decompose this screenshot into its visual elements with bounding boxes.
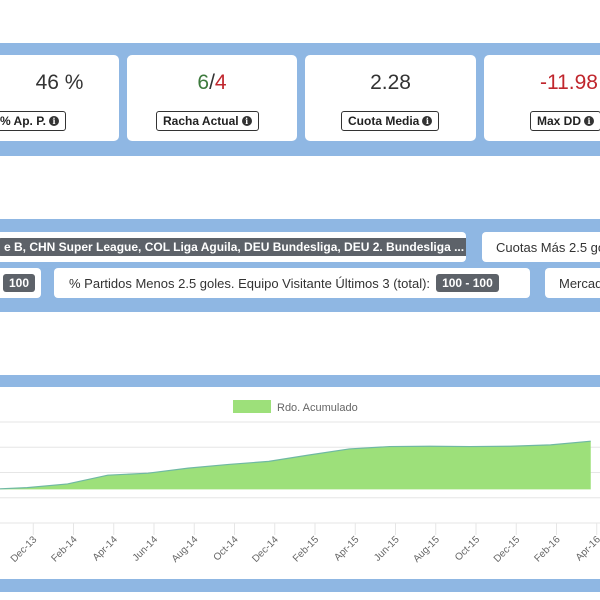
x-tick-label: Feb-14 <box>49 534 79 564</box>
series-line-rdo-acumulado <box>0 440 591 490</box>
x-tick-label: Dec-15 <box>492 534 523 565</box>
stat-card-success-rate: 46 % % Ap. P. i <box>0 55 119 141</box>
stat-card-max-drawdown: -11.98 Max DD i <box>484 55 600 141</box>
x-tick-label: Jun-14 <box>131 534 161 564</box>
chart-legend[interactable]: Rdo. Acumulado <box>233 400 358 414</box>
visitor-under-filter[interactable]: % Partidos Menos 2.5 goles. Equipo Visit… <box>54 268 530 298</box>
x-tick-label: Feb-15 <box>291 534 321 564</box>
stat-value: 6/4 <box>127 71 297 95</box>
legend-swatch <box>233 400 271 413</box>
stat-value: 46 % <box>0 71 119 95</box>
x-tick-label: Dec-13 <box>9 534 40 565</box>
info-icon[interactable]: i <box>241 116 252 126</box>
info-icon[interactable]: i <box>584 116 595 126</box>
stat-card-average-odds: 2.28 Cuota Media i <box>305 55 476 141</box>
x-tick-label: Aug-15 <box>411 534 442 565</box>
x-tick-label: Apr-15 <box>332 534 361 563</box>
stat-value: -11.98 <box>540 71 598 95</box>
leagues-filter[interactable]: e B, CHN Super League, COL Liga Aguila, … <box>0 232 466 262</box>
x-axis-ticks: Oct-13Dec-13Feb-14Apr-14Jun-14Aug-14Oct-… <box>9 523 600 565</box>
stat-label: Cuota Media <box>348 114 420 128</box>
visitor-under-tag: 100 - 100 <box>436 274 499 292</box>
x-tick-label: Apr-14 <box>91 534 120 563</box>
streak-losses: 4 <box>214 71 227 94</box>
stat-value-text: -11.98 <box>540 71 598 94</box>
x-tick-label: Feb-16 <box>532 534 562 564</box>
stats-band: 46 % % Ap. P. i 6/4 Racha Actual i 2.28 … <box>0 43 600 156</box>
market-filter-label: Mercado <box>559 275 600 291</box>
streak-separator: / <box>209 71 215 94</box>
x-tick-label: Oct-14 <box>212 534 241 563</box>
streak-wins: 6 <box>197 71 210 94</box>
market-filter[interactable]: Mercado <box>545 268 600 298</box>
odds-filter[interactable]: Cuotas Más 2.5 goles <box>482 232 600 262</box>
filters-band: e B, CHN Super League, COL Liga Aguila, … <box>0 219 600 312</box>
legend-label: Rdo. Acumulado <box>277 402 358 414</box>
max-drawdown-button[interactable]: Max DD i <box>530 111 600 131</box>
info-icon[interactable]: i <box>422 116 433 126</box>
previous-filter-tag: 100 <box>2 274 35 292</box>
x-tick-label: Jun-15 <box>372 534 402 564</box>
odds-filter-label: Cuotas Más 2.5 goles <box>496 239 600 255</box>
current-streak-button[interactable]: Racha Actual i <box>156 111 259 131</box>
chart-band: Rdo. Acumulado Oct-13Dec-13Feb-14Apr-14J… <box>0 375 600 592</box>
visitor-under-label: % Partidos Menos 2.5 goles. Equipo Visit… <box>69 275 431 291</box>
x-tick-label: Dec-14 <box>250 534 281 565</box>
stat-label: % Ap. P. <box>0 114 47 128</box>
stat-value: 2.28 <box>305 71 476 95</box>
x-tick-label: Aug-14 <box>170 534 201 565</box>
cumulative-result-chart: Rdo. Acumulado Oct-13Dec-13Feb-14Apr-14J… <box>0 400 600 565</box>
average-odds-button[interactable]: Cuota Media i <box>341 111 440 131</box>
series-area-rdo-acumulado[interactable] <box>0 441 591 490</box>
chart-panel: Rdo. Acumulado Oct-13Dec-13Feb-14Apr-14J… <box>0 387 600 579</box>
stat-value-text: 46 % <box>35 71 84 94</box>
stat-value-text: 2.28 <box>370 71 411 94</box>
stat-label: Max DD <box>537 114 582 128</box>
chart-plot <box>0 440 591 490</box>
x-tick-label: Oct-15 <box>453 534 482 563</box>
x-tick-label: Apr-16 <box>574 534 600 563</box>
leagues-tag: e B, CHN Super League, COL Liga Aguila, … <box>0 238 466 256</box>
success-rate-button[interactable]: % Ap. P. i <box>0 111 67 131</box>
previous-filter[interactable]: 100 <box>0 268 41 298</box>
stat-label: Racha Actual <box>163 114 239 128</box>
info-icon[interactable]: i <box>49 116 60 126</box>
stat-card-current-streak: 6/4 Racha Actual i <box>127 55 297 141</box>
